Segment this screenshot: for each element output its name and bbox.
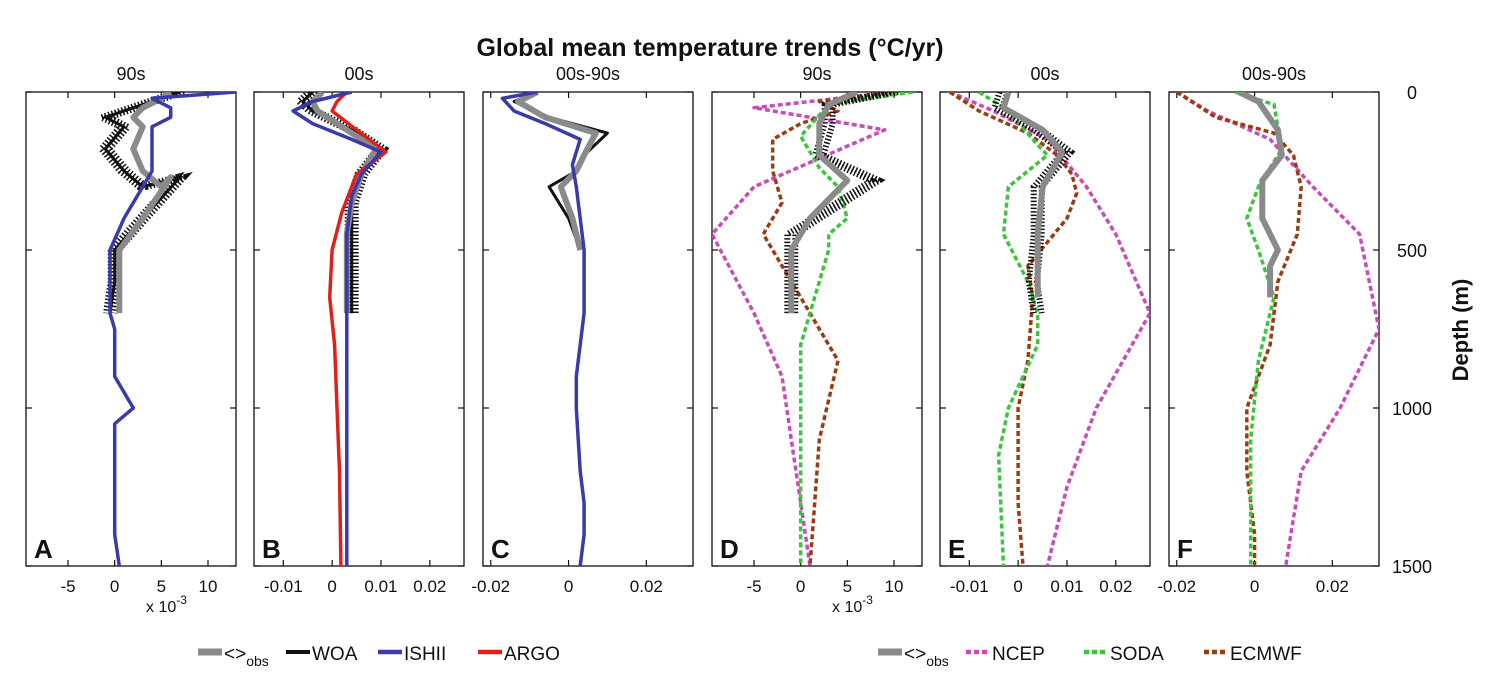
legend-entry-ishii: ISHII — [378, 644, 446, 665]
series-line-soda — [798, 92, 913, 566]
legends: <>obs WOA ISHII ARGO <>obs NCEP SODA ECMWF — [198, 644, 1302, 669]
panel-title: 00s-90s — [556, 64, 620, 84]
uncertainty-band — [784, 92, 891, 314]
legend-entry-soda: SODA — [1084, 644, 1164, 665]
panel-letter: D — [720, 534, 739, 564]
panel-frame — [939, 91, 1151, 567]
series-line-ncep — [949, 92, 1150, 566]
series-line-ecmwf — [761, 92, 895, 566]
panel-a: 90s -5 0 5 10 Ax 10-3 — [25, 64, 237, 616]
x-tick-label: -5 — [746, 577, 761, 596]
x-tick-label: 0.02 — [630, 577, 663, 596]
x-tick-label: 0 — [1013, 577, 1022, 596]
legend-entry-argo: ARGO — [478, 644, 560, 665]
depth-axis: 0 500 1000 1500 — [1392, 83, 1432, 577]
x-tick-label: 0.01 — [1050, 577, 1083, 596]
x-tick-label: 0 — [1250, 577, 1259, 596]
x-tick-label: 0 — [796, 577, 805, 596]
panels: 90s -5 0 5 10 Ax 10-3 00s -0.01 0 0.01 0.02 B 00s-90… — [25, 64, 1380, 616]
panel-letter: F — [1177, 534, 1193, 564]
uncertainty-band — [792, 92, 899, 314]
series-line-ishii — [108, 92, 236, 566]
x-tick-label: -5 — [60, 577, 75, 596]
panel-title: 90s — [802, 64, 831, 84]
legend-label: WOA — [312, 644, 358, 665]
series-line--obs — [1237, 92, 1285, 298]
x-tick-label: -0.02 — [1157, 577, 1196, 596]
legend-label: SODA — [1110, 644, 1164, 665]
legend-label: <>obs — [224, 644, 269, 669]
panel-b: 00s -0.01 0 0.01 0.02 B — [253, 64, 465, 596]
x-scale-note: x 10-3 — [832, 593, 873, 616]
legend-label: ECMWF — [1230, 644, 1302, 665]
series-line--obs — [788, 92, 858, 314]
legend-label: <>obs — [904, 644, 949, 669]
series-line-soda — [978, 92, 1050, 566]
panel-frame — [253, 91, 465, 567]
x-tick-label: 10 — [885, 577, 904, 596]
x-tick-label: 5 — [157, 577, 166, 596]
x-tick-label: 10 — [199, 577, 218, 596]
series-line--obs — [1000, 92, 1066, 298]
series-line-woa — [103, 92, 182, 314]
series-line-ishii — [500, 92, 586, 566]
panel-title: 90s — [116, 64, 145, 84]
panel-frame — [25, 91, 237, 567]
panel-frame — [1168, 91, 1380, 567]
y-axis-title: Depth (m) — [1448, 279, 1473, 382]
x-tick-label: 0.01 — [364, 577, 397, 596]
panel-c: 00s-90s -0.02 0 0.02 C — [471, 64, 694, 596]
x-tick-label: -0.01 — [264, 577, 303, 596]
x-tick-label: 0 — [110, 577, 119, 596]
panel-e: 00s -0.01 0 0.01 0.02 E — [939, 64, 1151, 596]
panel-letter: C — [491, 534, 510, 564]
panel-title: 00s — [1030, 64, 1059, 84]
depth-tick-label: 1000 — [1392, 399, 1432, 419]
series-line--obs — [515, 92, 599, 251]
legend-entry-ecmwf: ECMWF — [1204, 644, 1302, 665]
x-tick-label: 0 — [564, 577, 573, 596]
depth-tick-label: 500 — [1397, 241, 1427, 261]
legend-entry-ncep: NCEP — [966, 644, 1045, 665]
panel-d: 90s -5 0 5 10 Dx 10-3 — [711, 64, 923, 616]
panel-letter: A — [34, 534, 53, 564]
series-line-ecmwf — [1175, 92, 1303, 566]
panel-title: 00s — [344, 64, 373, 84]
x-tick-label: -0.02 — [471, 577, 510, 596]
legend-entry-obs: <>obs — [198, 644, 269, 669]
series-line-ncep — [712, 92, 895, 566]
series-line-ishii — [291, 92, 383, 566]
x-scale-note: x 10-3 — [146, 593, 187, 616]
x-tick-label: 0 — [327, 577, 336, 596]
panel-title: 00s-90s — [1242, 64, 1306, 84]
legend-entry-woa: WOA — [286, 644, 358, 665]
panel-f: 00s-90s -0.02 0 0.02 F — [1157, 64, 1380, 596]
legend-label: ARGO — [504, 644, 560, 665]
x-tick-label: 0.02 — [413, 577, 446, 596]
x-tick-label: 0.02 — [1099, 577, 1132, 596]
x-tick-label: 0.02 — [1316, 577, 1349, 596]
depth-tick-label: 1500 — [1392, 557, 1432, 577]
series-line--obs — [116, 92, 174, 314]
x-tick-label: -0.01 — [950, 577, 989, 596]
legend-entry-obs: <>obs — [878, 644, 949, 669]
x-tick-label: 5 — [843, 577, 852, 596]
panel-frame — [482, 91, 694, 567]
panel-letter: E — [948, 534, 965, 564]
panel-letter: B — [262, 534, 281, 564]
chart-title: Global mean temperature trends (°C/yr) — [476, 34, 943, 62]
series-line-argo — [327, 92, 388, 566]
legend-label: NCEP — [992, 644, 1045, 665]
legend-label: ISHII — [404, 644, 446, 665]
depth-tick-label: 0 — [1407, 83, 1417, 103]
